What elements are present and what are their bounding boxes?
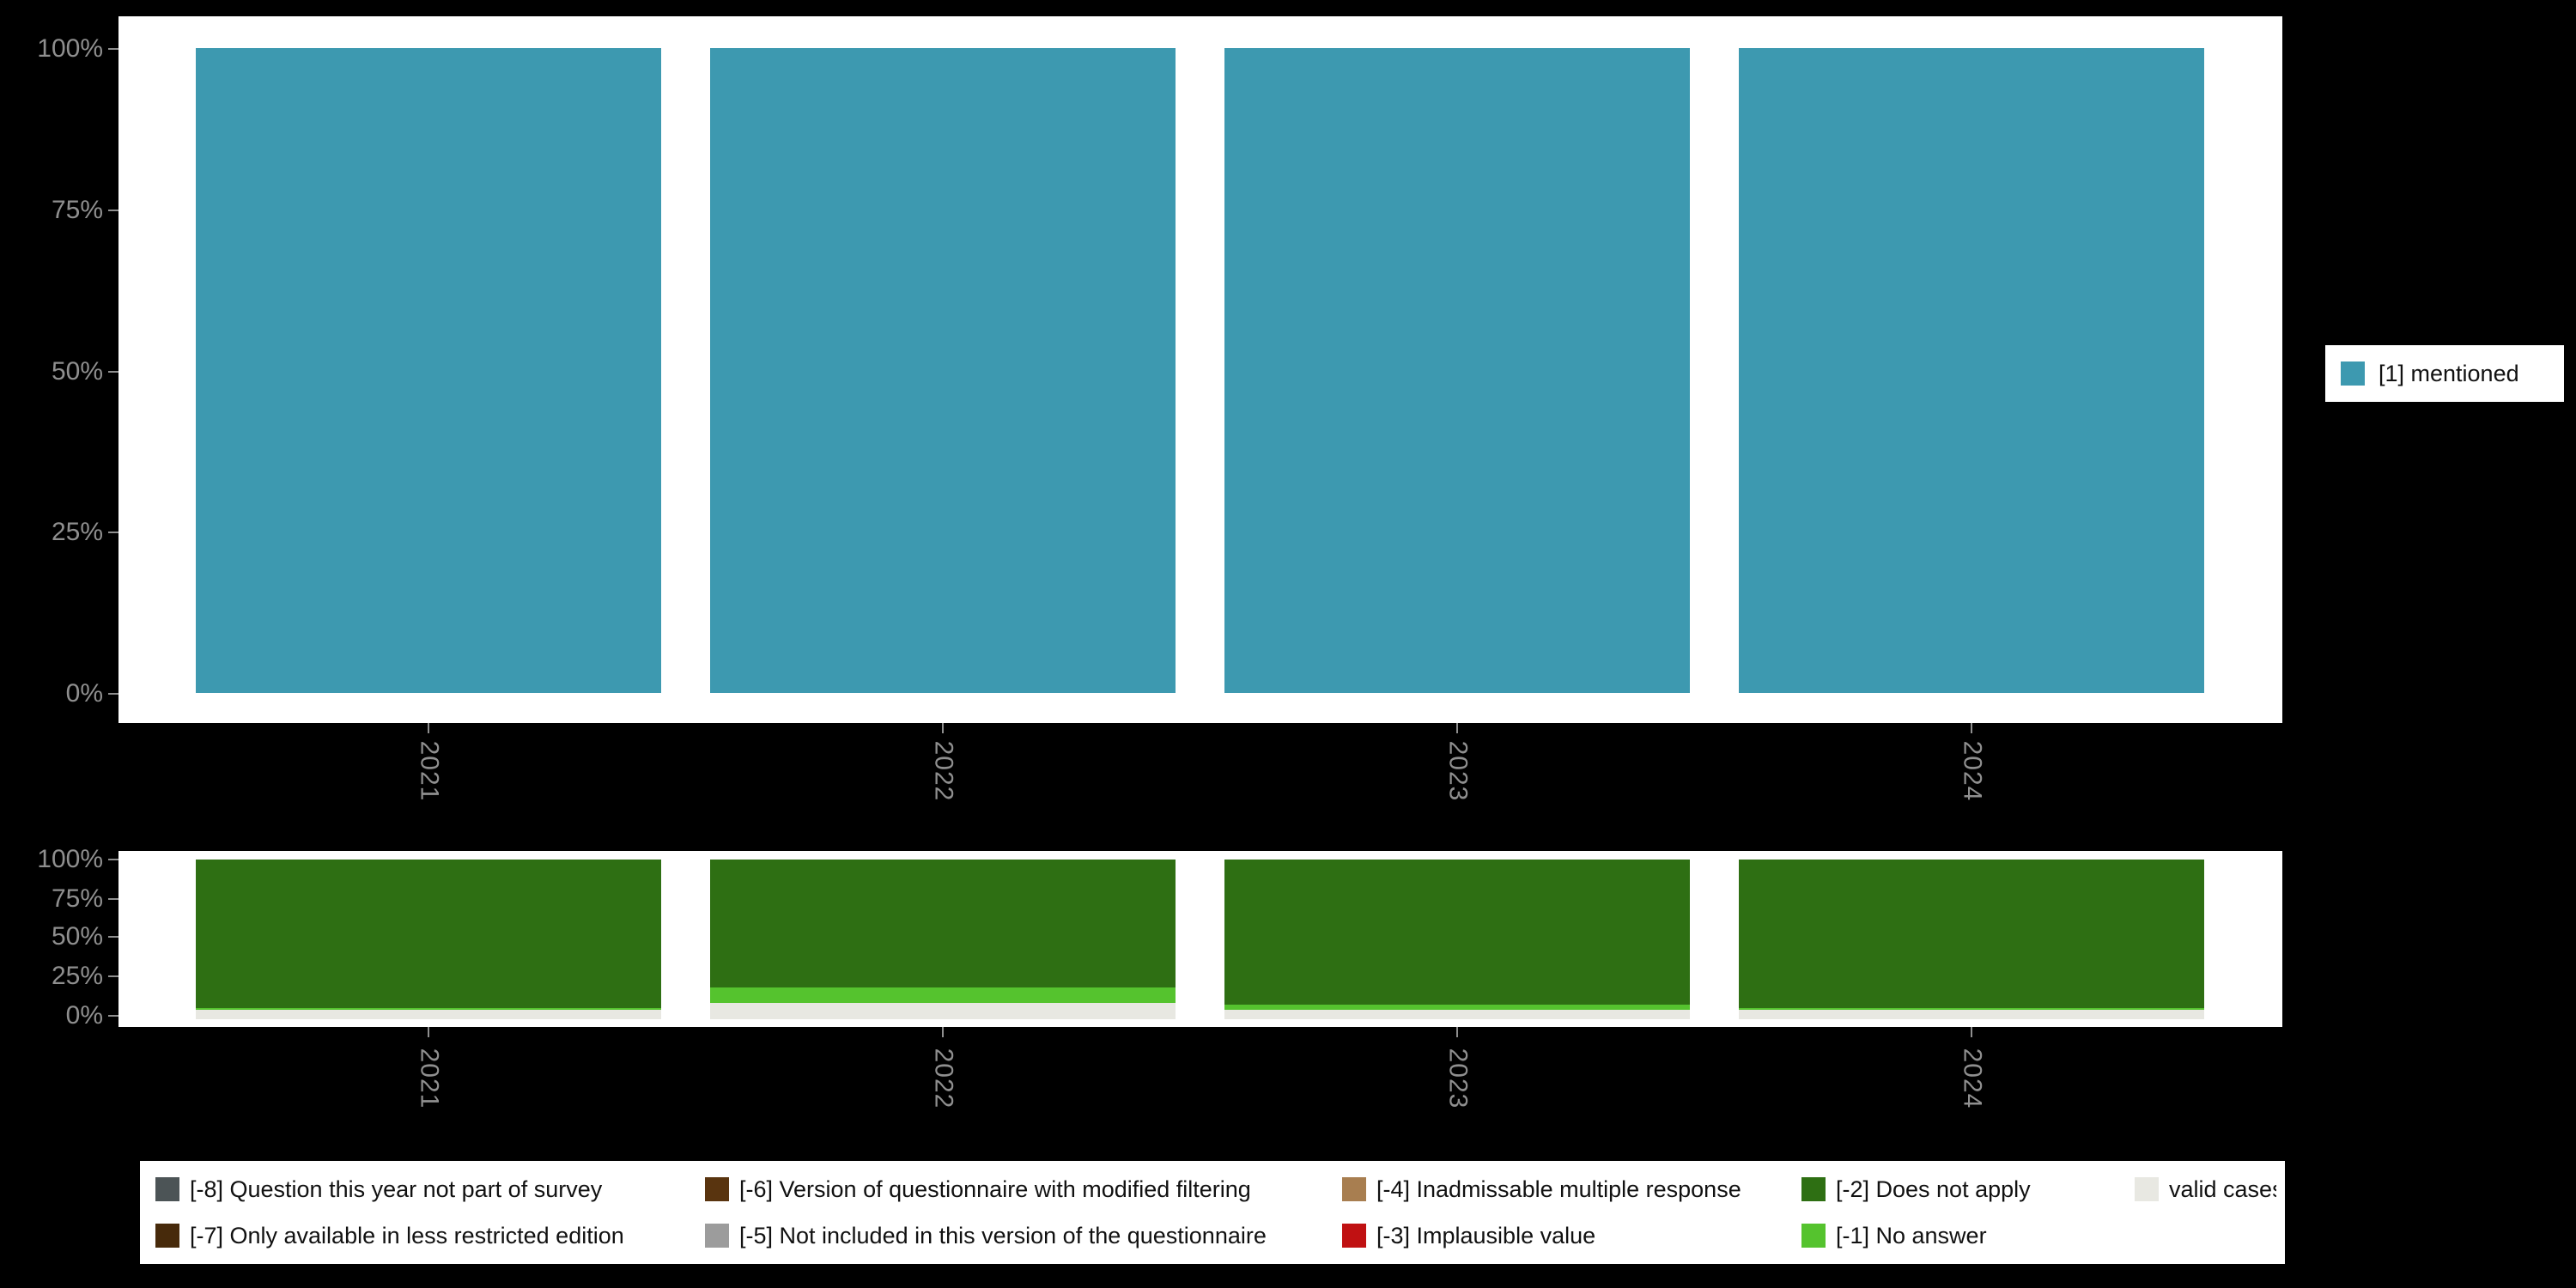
- top-ytick-25: 25%: [51, 518, 103, 546]
- segment-no-answer-2023: [1224, 1005, 1690, 1010]
- segment-mentioned-2022: [710, 48, 1176, 693]
- bottom-bar-2023: [1224, 860, 1690, 1019]
- bottom-ytick-25: 25%: [51, 962, 103, 990]
- legend-label-valid-cases: valid cases: [2169, 1176, 2276, 1202]
- valid-values-chart-panel: [118, 16, 2282, 723]
- segment-valid-2021: [196, 1009, 661, 1019]
- top-ytick-0: 0%: [65, 679, 103, 708]
- bottom-xlabel-2023: 2023: [1443, 1048, 1472, 1109]
- legend-item-minus6: [-6] Version of questionnaire with modif…: [705, 1176, 1342, 1203]
- legend-label-minus6: [-6] Version of questionnaire with modif…: [739, 1176, 1251, 1202]
- segment-valid-2023: [1224, 1009, 1690, 1019]
- legend-swatch-valid-cases: [2135, 1177, 2159, 1201]
- top-xlabel-2021: 2021: [415, 740, 443, 802]
- segment-does-not-apply-2022: [710, 860, 1176, 987]
- legend-item-valid-cases: valid cases: [2135, 1176, 2276, 1203]
- bottom-xlabel-2022: 2022: [929, 1048, 957, 1109]
- top-xtickmark: [1971, 723, 1972, 733]
- bottom-ytickmark: [108, 975, 118, 977]
- legend-swatch-minus3: [1342, 1224, 1366, 1248]
- top-ytick-100: 100%: [37, 34, 103, 63]
- legend-label-minus3: [-3] Implausible value: [1376, 1222, 1596, 1249]
- top-ytickmark: [108, 532, 118, 533]
- bottom-xtickmark: [1971, 1027, 1972, 1037]
- legend-label-minus8: [-8] Question this year not part of surv…: [190, 1176, 603, 1202]
- legend-item-minus1: [-1] No answer: [1801, 1223, 2135, 1249]
- top-xlabel-2024: 2024: [1958, 740, 1986, 802]
- legend-label-minus5: [-5] Not included in this version of the…: [739, 1222, 1267, 1249]
- top-xtickmark: [1456, 723, 1458, 733]
- bottom-bar-2021: [196, 860, 661, 1019]
- top-xlabel-2022: 2022: [929, 740, 957, 802]
- top-xtickmark: [942, 723, 944, 733]
- top-ytickmark: [108, 693, 118, 695]
- missing-values-legend: [-8] Question this year not part of surv…: [140, 1161, 2285, 1264]
- segment-mentioned-2024: [1739, 48, 2204, 693]
- segment-mentioned-2023: [1224, 48, 1690, 693]
- legend-swatch-minus1: [1801, 1224, 1826, 1248]
- bottom-xlabel-2021: 2021: [415, 1048, 443, 1109]
- legend-swatch-minus4: [1342, 1177, 1366, 1201]
- segment-does-not-apply-2021: [196, 860, 661, 1008]
- bottom-bar-2024: [1739, 860, 2204, 1019]
- mentioned-legend: [1] mentioned: [2325, 345, 2564, 402]
- bottom-ytickmark: [108, 1015, 118, 1017]
- legend-swatch-minus8: [155, 1177, 179, 1201]
- segment-does-not-apply-2023: [1224, 860, 1690, 1005]
- bottom-ytick-75: 75%: [51, 884, 103, 913]
- legend-label-minus7: [-7] Only available in less restricted e…: [190, 1222, 624, 1249]
- missing-values-chart-panel: [118, 851, 2282, 1027]
- legend-item-minus2: [-2] Does not apply: [1801, 1176, 2135, 1203]
- top-bar-2021: [196, 48, 661, 693]
- mentioned-legend-swatch: [2341, 361, 2365, 386]
- segment-no-answer-2021: [196, 1007, 661, 1010]
- bottom-ytickmark: [108, 936, 118, 938]
- legend-label-minus4: [-4] Inadmissable multiple response: [1376, 1176, 1741, 1202]
- legend-item-minus8: [-8] Question this year not part of surv…: [155, 1176, 705, 1203]
- legend-label-minus1: [-1] No answer: [1836, 1222, 1987, 1249]
- segment-does-not-apply-2024: [1739, 860, 2204, 1008]
- top-ytickmark: [108, 371, 118, 373]
- legend-item-minus3: [-3] Implausible value: [1342, 1223, 1801, 1249]
- top-xtickmark: [428, 723, 429, 733]
- bottom-ytick-100: 100%: [37, 845, 103, 873]
- bottom-xtickmark: [428, 1027, 429, 1037]
- mentioned-legend-label: [1] mentioned: [2379, 360, 2519, 386]
- segment-no-answer-2024: [1739, 1007, 2204, 1010]
- top-xlabel-2023: 2023: [1443, 740, 1472, 802]
- bottom-xlabel-2024: 2024: [1958, 1048, 1986, 1109]
- bottom-xtickmark: [1456, 1027, 1458, 1037]
- bottom-ytickmark: [108, 859, 118, 860]
- segment-valid-2022: [710, 1003, 1176, 1019]
- top-ytick-50: 50%: [51, 357, 103, 386]
- segment-mentioned-2021: [196, 48, 661, 693]
- bottom-xtickmark: [942, 1027, 944, 1037]
- bottom-bar-2022: [710, 860, 1176, 1019]
- top-ytick-75: 75%: [51, 196, 103, 224]
- legend-swatch-minus6: [705, 1177, 729, 1201]
- bottom-ytickmark: [108, 898, 118, 900]
- legend-item-minus5: [-5] Not included in this version of the…: [705, 1223, 1342, 1249]
- legend-item-minus7: [-7] Only available in less restricted e…: [155, 1223, 705, 1249]
- legend-swatch-minus2: [1801, 1177, 1826, 1201]
- legend-item-minus4: [-4] Inadmissable multiple response: [1342, 1176, 1801, 1203]
- segment-no-answer-2022: [710, 987, 1176, 1004]
- top-ytickmark: [108, 210, 118, 211]
- legend-label-minus2: [-2] Does not apply: [1836, 1176, 2031, 1202]
- top-bar-2024: [1739, 48, 2204, 693]
- top-bar-2023: [1224, 48, 1690, 693]
- top-bar-2022: [710, 48, 1176, 693]
- bottom-ytick-50: 50%: [51, 922, 103, 951]
- bottom-ytick-0: 0%: [65, 1001, 103, 1030]
- legend-swatch-minus5: [705, 1224, 729, 1248]
- legend-swatch-minus7: [155, 1224, 179, 1248]
- segment-valid-2024: [1739, 1009, 2204, 1019]
- top-ytickmark: [108, 48, 118, 50]
